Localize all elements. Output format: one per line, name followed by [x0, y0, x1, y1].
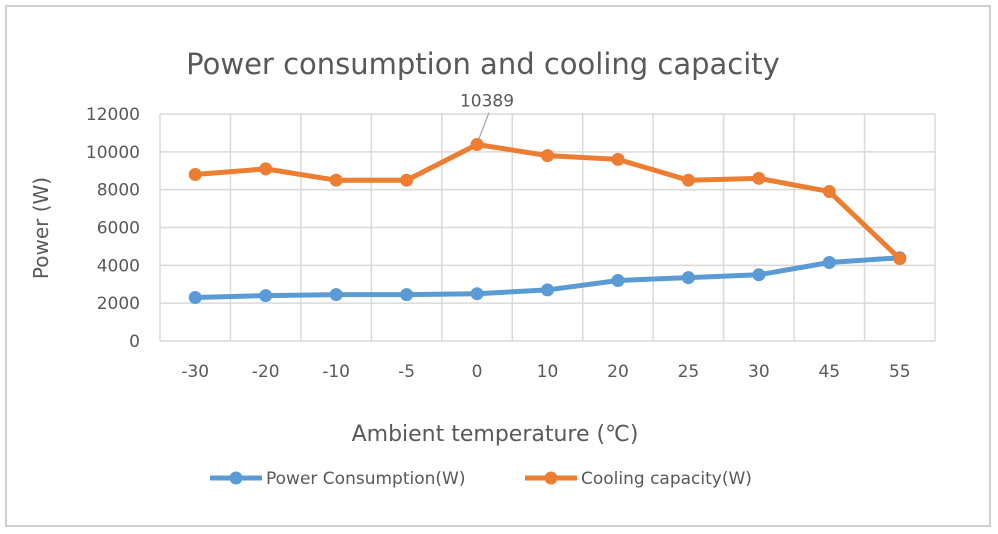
x-tick-label: 45	[818, 362, 840, 382]
y-tick-label: 10000	[86, 143, 140, 163]
data-point	[470, 287, 484, 301]
x-tick-label: 25	[678, 362, 700, 382]
data-point	[541, 149, 554, 163]
y-tick-label: 8000	[97, 181, 140, 201]
data-point	[541, 283, 554, 297]
y-tick-label: 4000	[97, 256, 140, 276]
data-point	[470, 137, 484, 151]
data-point	[188, 168, 202, 182]
y-axis-label: Power (W)	[29, 177, 53, 279]
x-tick-label: -30	[181, 362, 209, 382]
x-tick-label: -5	[398, 362, 415, 382]
chart-title: Power consumption and cooling capacity	[186, 47, 780, 81]
x-tick-label: -20	[252, 362, 280, 382]
x-tick-label: 0	[472, 362, 483, 382]
chart-border	[5, 5, 991, 527]
data-point	[259, 162, 273, 176]
data-point	[329, 288, 343, 302]
data-label: 10389	[460, 91, 514, 111]
data-point	[259, 289, 273, 303]
legend-label: Cooling capacity(W)	[581, 469, 752, 489]
data-point	[752, 268, 766, 282]
y-tick-label: 0	[129, 332, 140, 352]
data-point	[188, 290, 202, 304]
data-point	[893, 252, 907, 266]
data-point	[611, 152, 625, 166]
data-point	[329, 173, 343, 187]
x-tick-label: -10	[322, 362, 350, 382]
x-tick-label: 30	[748, 362, 770, 382]
x-tick-label: 10	[537, 362, 559, 382]
y-tick-label: 6000	[97, 219, 140, 239]
x-tick-label: 20	[607, 362, 629, 382]
x-tick-label: 55	[889, 362, 911, 382]
data-point	[822, 255, 836, 269]
legend-marker	[229, 471, 243, 485]
data-point	[822, 185, 836, 199]
y-tick-label: 2000	[97, 294, 140, 314]
y-tick-label: 12000	[86, 105, 140, 125]
legend-label: Power Consumption(W)	[266, 469, 465, 489]
x-axis-label: Ambient temperature (℃)	[352, 422, 639, 447]
data-point	[681, 271, 695, 285]
data-point	[611, 273, 625, 287]
annotation-leader	[478, 112, 490, 139]
data-point	[400, 173, 414, 187]
legend-marker	[544, 471, 558, 485]
data-point	[400, 288, 414, 302]
data-point	[681, 173, 695, 187]
data-point	[752, 171, 766, 185]
